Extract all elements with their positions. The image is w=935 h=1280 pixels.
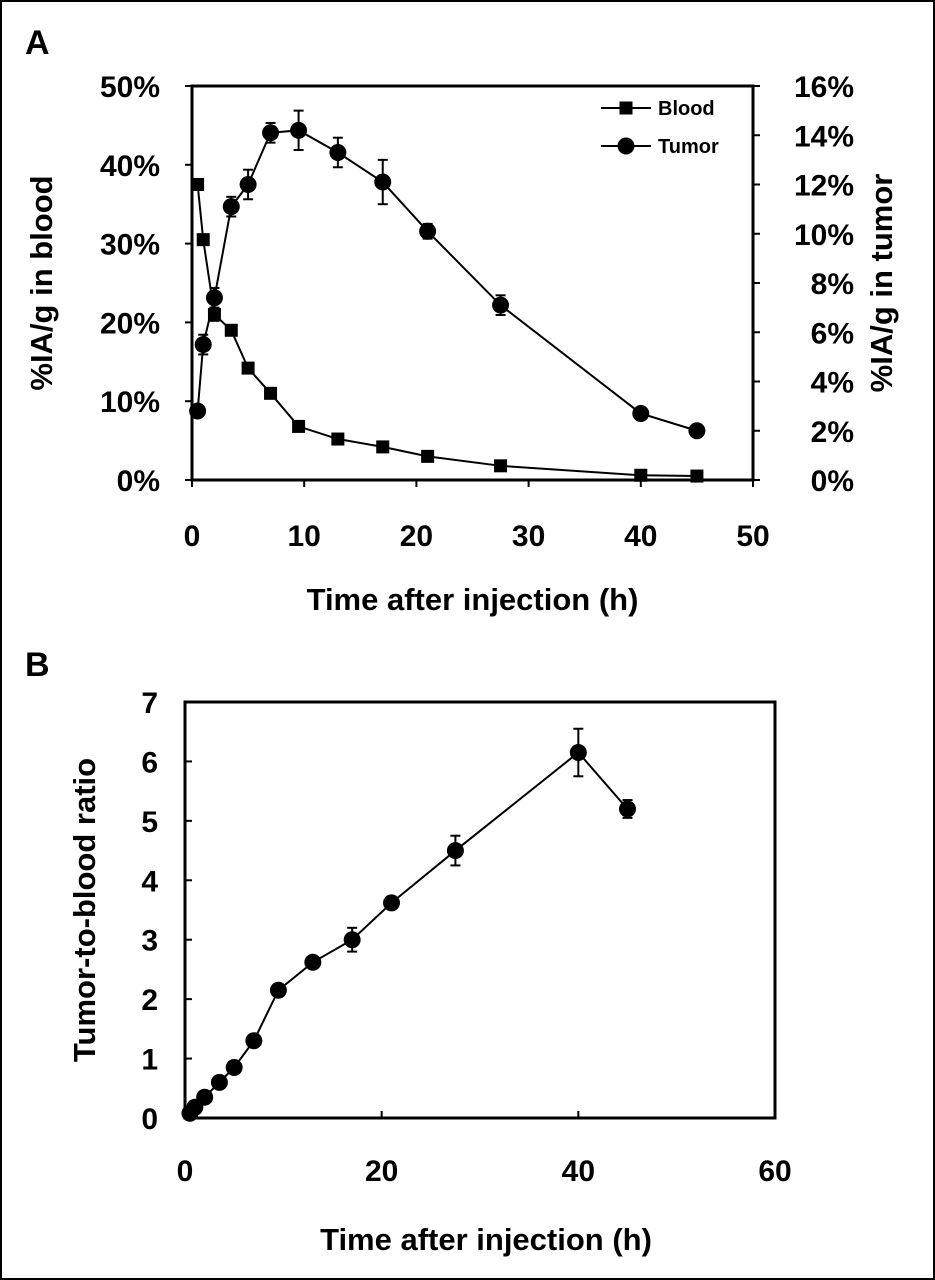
legend-label-tumor: Tumor — [658, 136, 719, 158]
y-right-tick-label: 4% — [811, 367, 854, 400]
y-right-tick-label: 14% — [794, 120, 854, 153]
x-axis-title: Time after injection (h) — [320, 1222, 652, 1257]
y-tick-label: 6 — [141, 746, 158, 779]
y-right-tick-label: 12% — [794, 170, 854, 203]
x-tick-label: 20 — [365, 1155, 398, 1188]
x-tick-label: 60 — [758, 1155, 791, 1188]
data-point-tumor — [419, 222, 437, 240]
x-tick-label: 0 — [184, 520, 201, 553]
data-point-blood — [634, 468, 648, 482]
data-point-ratio — [269, 981, 287, 999]
y-right-tick-label: 6% — [811, 317, 854, 350]
data-point-tumor — [239, 176, 257, 193]
data-point-tumor — [194, 336, 212, 354]
y-axis-title: Tumor-to-blood ratio — [67, 758, 102, 1062]
data-point-ratio — [196, 1088, 214, 1106]
y-right-axis-title: %IA/g in tumor — [864, 174, 899, 393]
y-tick-label: 10% — [100, 386, 160, 419]
data-point-ratio — [245, 1032, 263, 1050]
data-point-tumor — [205, 289, 223, 307]
data-point-tumor — [632, 405, 650, 423]
data-point-blood — [264, 386, 278, 400]
y-tick-label: 2 — [141, 984, 158, 1017]
x-tick-label: 20 — [400, 520, 433, 553]
data-point-blood — [191, 178, 205, 191]
data-point-ratio — [343, 931, 361, 949]
y-tick-label: 7 — [141, 687, 158, 720]
data-point-blood — [376, 440, 390, 454]
data-point-ratio — [210, 1073, 228, 1091]
data-point-blood — [421, 449, 435, 463]
y-tick-label: 4 — [141, 865, 158, 898]
data-point-blood — [292, 419, 306, 433]
data-point-ratio — [304, 953, 322, 971]
x-tick-label: 10 — [288, 520, 321, 553]
data-point-tumor — [290, 121, 308, 139]
data-point-blood — [494, 459, 508, 473]
data-point-tumor — [374, 173, 392, 191]
plot-frame — [183, 700, 777, 1120]
x-axis-title: Time after injection (h) — [307, 582, 639, 617]
chart-panel-a: 0 10 20 30 40 50 0% 10% 20% 30% 40% 50% 0% 2% 4% 6% 8% 10… — [24, 71, 899, 617]
y-right-tick-label: 10% — [794, 219, 854, 252]
data-point-ratio — [225, 1058, 243, 1076]
y-right-tick-label: 8% — [811, 268, 854, 301]
data-point-blood — [196, 233, 210, 247]
y-tick-label: 3 — [141, 925, 158, 958]
data-point-ratio — [383, 894, 400, 912]
y-tick-label: 1 — [141, 1044, 158, 1077]
data-point-blood — [224, 323, 238, 337]
data-point-blood — [331, 432, 345, 446]
data-point-tumor — [329, 143, 347, 161]
legend-label-blood: Blood — [658, 98, 715, 120]
y-tick-label: 30% — [100, 229, 160, 262]
panel-a-label: A — [25, 24, 50, 62]
y-tick-label: 40% — [100, 150, 160, 183]
x-tick-label: 0 — [177, 1155, 194, 1188]
y-tick-label: 20% — [100, 307, 160, 340]
y-tick-label: 50% — [100, 71, 160, 104]
y-tick-label: 5 — [141, 806, 158, 839]
data-point-blood — [241, 361, 255, 375]
data-point-ratio — [569, 744, 587, 762]
data-point-tumor — [222, 198, 240, 216]
y-right-tick-label: 0% — [811, 465, 854, 498]
legend-marker-blood — [619, 101, 633, 115]
y-axis-title: %IA/g in blood — [24, 175, 59, 390]
data-point-blood — [690, 469, 704, 483]
legend-marker-tumor — [617, 137, 635, 155]
y-tick-label: 0 — [141, 1103, 158, 1136]
data-point-tumor — [262, 124, 280, 142]
data-point-tumor — [688, 422, 706, 440]
x-tick-label: 30 — [512, 520, 545, 553]
y-tick-label: 0% — [117, 465, 160, 498]
x-tick-label: 50 — [736, 520, 769, 553]
data-point-ratio — [446, 842, 464, 860]
panel-b-label: B — [25, 646, 50, 684]
data-point-tumor — [492, 296, 510, 314]
y-right-tick-label: 16% — [794, 71, 854, 104]
x-tick-label: 40 — [562, 1155, 595, 1188]
data-point-ratio — [619, 800, 636, 818]
y-right-tick-label: 2% — [811, 416, 854, 449]
data-point-tumor — [189, 402, 207, 420]
x-tick-label: 40 — [624, 520, 657, 553]
chart-panel-b: 0 20 40 60 0 1 2 3 4 5 6 7 Time after injection (h) T… — [67, 687, 792, 1257]
